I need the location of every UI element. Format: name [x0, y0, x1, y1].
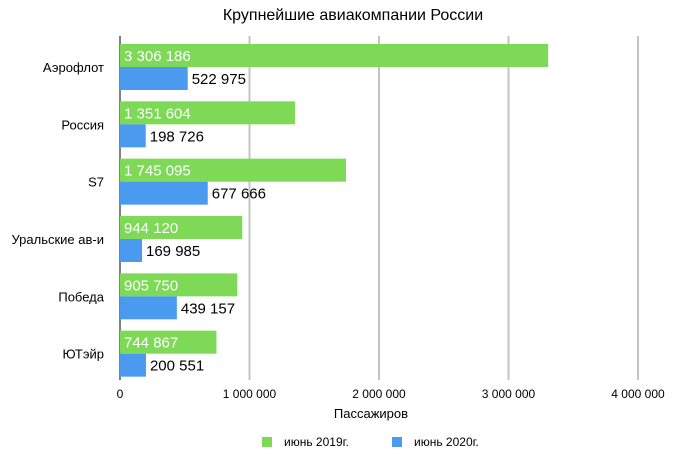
data-label: 3 306 186 [124, 48, 191, 65]
bar-2020 [120, 296, 177, 320]
category-label: ЮТэйр [63, 347, 104, 362]
x-axis-title: Пассажиров [334, 406, 408, 421]
data-label: 198 726 [150, 128, 204, 145]
legend-swatch [392, 437, 402, 447]
data-label: 1 745 095 [124, 163, 191, 180]
category-label: Россия [61, 117, 104, 132]
bar-2020 [120, 124, 146, 148]
data-label: 677 666 [212, 186, 266, 203]
bar-2020 [120, 353, 146, 377]
bar-2020 [120, 67, 188, 90]
legend-label: июнь 2019г. [284, 435, 349, 449]
legend-swatch [262, 437, 272, 447]
chart-title: Крупнейшие авиакомпании России [223, 7, 483, 24]
category-label: Победа [58, 289, 104, 304]
data-label: 200 551 [150, 358, 204, 375]
legend: июнь 2019г. июнь 2020г. [262, 435, 479, 449]
data-label: 944 120 [124, 220, 178, 237]
bar-2019 [120, 330, 217, 354]
bar-2019 [120, 101, 296, 125]
bar-2019 [120, 44, 549, 67]
x-tick-label: 0 [117, 387, 124, 401]
bar-2019 [120, 158, 346, 182]
bar-2020 [120, 181, 208, 205]
data-label: 1 351 604 [124, 105, 191, 122]
x-tick-label: 3 000 000 [482, 387, 536, 401]
data-label: 522 975 [192, 71, 246, 88]
category-label: Аэрофлот [43, 60, 104, 75]
x-tick-label: 4 000 000 [611, 387, 665, 401]
data-label: 439 157 [181, 300, 235, 317]
legend-label: июнь 2020г. [414, 435, 479, 449]
category-labels: Аэрофлот Россия S7 Уральские ав-и Победа ЮТэй… [11, 60, 104, 362]
data-label: 905 750 [124, 277, 178, 294]
x-tick-label: 2 000 000 [352, 387, 406, 401]
category-label: Уральские ав-и [11, 232, 104, 247]
x-tick-label: 1 000 000 [223, 387, 277, 401]
grid [119, 36, 639, 380]
bar-2019 [120, 216, 243, 239]
data-label: 169 985 [146, 243, 200, 260]
bar-2020 [120, 239, 143, 262]
data-label: 744 867 [124, 335, 178, 352]
category-label: S7 [88, 175, 104, 190]
x-tick-labels: 0 1 000 000 2 000 000 3 000 000 4 000 000 [117, 387, 665, 401]
bar-2019 [120, 273, 238, 297]
